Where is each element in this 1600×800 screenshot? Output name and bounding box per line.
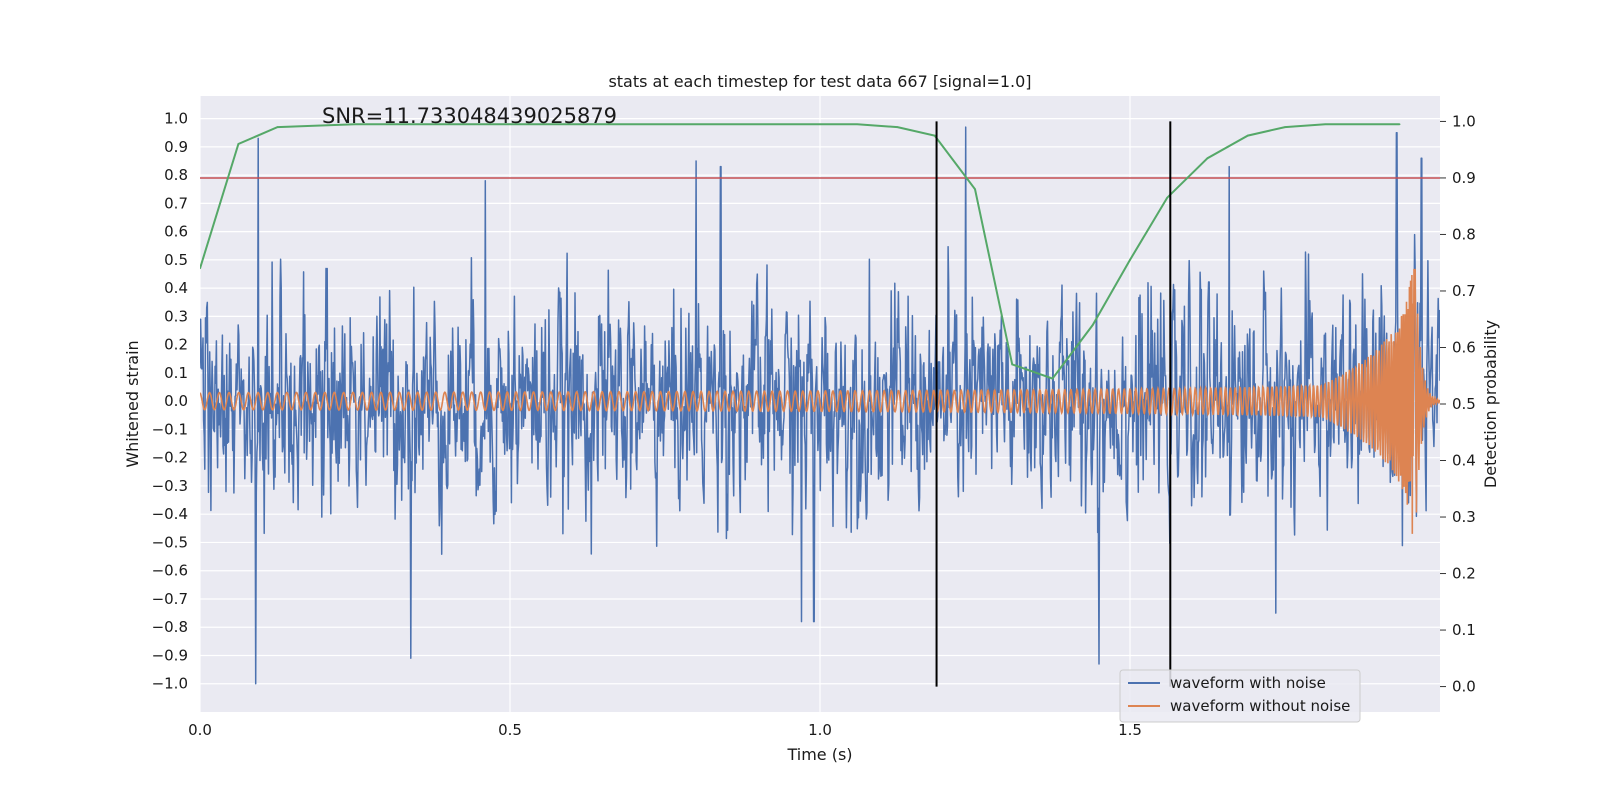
- y-tick-label: 0.0: [164, 392, 188, 410]
- probability-point: [1129, 259, 1131, 261]
- legend-label-clean: waveform without noise: [1170, 697, 1350, 715]
- y-tick-label: −0.5: [152, 533, 188, 551]
- y2-tick-label: 1.0: [1452, 112, 1476, 130]
- probability-point: [1247, 134, 1249, 137]
- x-tick-label: 0.0: [188, 721, 212, 739]
- y-tick-label: −0.1: [152, 420, 188, 438]
- probability-point: [819, 123, 821, 126]
- probability-point: [237, 143, 240, 145]
- x-tick-label: 0.5: [498, 721, 522, 739]
- probability-point: [509, 123, 511, 126]
- y-tick-label: 0.3: [164, 307, 188, 325]
- probability-point: [856, 123, 858, 126]
- probability-point: [276, 126, 279, 128]
- y-tick-label: 0.2: [164, 336, 188, 354]
- probability-point: [1206, 157, 1209, 159]
- y-tick-label: 0.5: [164, 251, 188, 269]
- y2-tick-label: 0.8: [1452, 225, 1476, 243]
- y-tick-label: −1.0: [152, 675, 188, 693]
- y2-tick-label: 0.1: [1452, 621, 1476, 639]
- y2-tick-label: 0.9: [1452, 169, 1476, 187]
- y2-tick-label: 0.2: [1452, 565, 1476, 583]
- probability-point: [200, 267, 201, 270]
- probability-point: [1166, 196, 1168, 199]
- probability-point: [896, 126, 899, 128]
- x-tick-label: 1.0: [808, 721, 832, 739]
- tick-labels: 0.0 0.5 1.0 1.5 1.0 0.9 0.8 0.7 0.6 0.5 0.4 0.3 0.2 0…: [152, 110, 1476, 739]
- y2-tick-label: 0.4: [1452, 452, 1476, 470]
- legend: waveform with noise waveform without noi…: [1119, 669, 1361, 723]
- probability-point: [354, 123, 356, 126]
- y-tick-label: −0.9: [152, 646, 188, 664]
- legend-label-noisy: waveform with noise: [1170, 674, 1326, 692]
- y-tick-label: 0.7: [164, 194, 188, 212]
- clean-waveform-line: [200, 268, 1440, 534]
- probability-point: [586, 123, 589, 126]
- y-tick-label: −0.3: [152, 477, 188, 495]
- chart-title: stats at each timestep for test data 667…: [608, 72, 1031, 91]
- probability-point: [1011, 363, 1013, 366]
- gridlines: [199, 96, 1440, 712]
- y2-tick-label: 0.3: [1452, 508, 1476, 526]
- y-tick-label: −0.4: [152, 505, 188, 523]
- y-tick-label: 0.6: [164, 223, 188, 241]
- y-tick-label: −0.6: [152, 562, 188, 580]
- probability-point: [1398, 123, 1401, 126]
- probability-point: [1361, 123, 1364, 126]
- probability-point: [1092, 324, 1094, 326]
- probability-point: [933, 134, 936, 137]
- probability-point: [664, 123, 666, 126]
- y2-tick-label: 0.0: [1452, 678, 1476, 696]
- probability-point: [1051, 377, 1054, 380]
- probability-point: [1284, 126, 1286, 128]
- y-tick-label: 0.1: [164, 364, 188, 382]
- x-axis-label: Time (s): [786, 745, 852, 764]
- series-group: [200, 121, 1440, 687]
- y-tick-label: 1.0: [164, 110, 188, 128]
- probability-point: [741, 123, 744, 126]
- probability-point: [431, 123, 434, 126]
- snr-annotation: SNR=11.733048439025879: [322, 104, 617, 128]
- y2-tick-label: 0.7: [1452, 282, 1476, 300]
- y-tick-label: 0.4: [164, 279, 188, 297]
- y-tick-label: −0.2: [152, 449, 188, 467]
- y2-tick-label: 0.5: [1452, 395, 1476, 413]
- y2-tick-label: 0.6: [1452, 338, 1476, 356]
- legend-box: [1119, 669, 1361, 723]
- y-tick-label: 0.8: [164, 166, 188, 184]
- probability-point: [974, 188, 976, 191]
- y-tick-label: −0.7: [152, 590, 188, 608]
- y-tick-label: 0.9: [164, 138, 188, 156]
- y2-axis-label: Detection probability: [1481, 320, 1500, 488]
- probability-point: [1324, 123, 1327, 126]
- x-tick-label: 1.5: [1118, 721, 1142, 739]
- y-axis-label: Whitened strain: [123, 340, 142, 467]
- y-tick-label: −0.8: [152, 618, 188, 636]
